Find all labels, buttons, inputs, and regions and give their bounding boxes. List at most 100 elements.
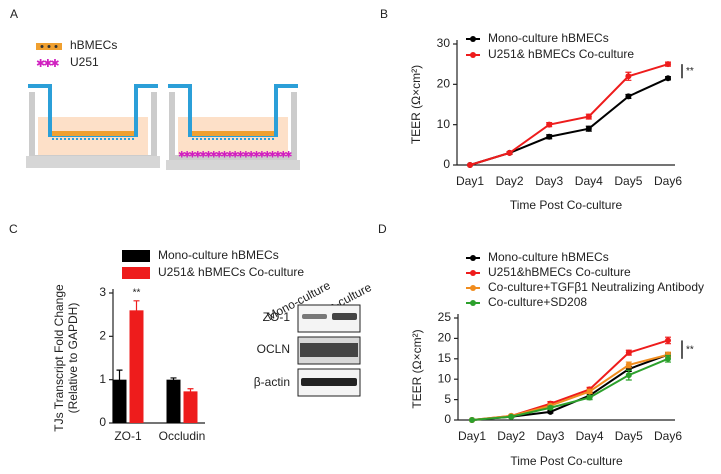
- panel-label: C: [9, 222, 18, 236]
- x-axis-label: Time Post Co-culture: [510, 198, 623, 212]
- legend-label: Co-culture+SD208: [488, 295, 587, 309]
- y-tick-label: 3: [99, 285, 106, 299]
- x-tick-label: Day6: [654, 429, 682, 443]
- bar: [183, 391, 198, 423]
- error-bar: [133, 300, 140, 321]
- error-bar: [116, 369, 123, 390]
- legend-marker: [470, 285, 476, 291]
- data-point: [547, 404, 554, 411]
- data-point: [586, 394, 593, 401]
- well-left: [26, 84, 160, 168]
- legend-label: U251&hBMECs Co-culture: [488, 265, 631, 279]
- data-point: [506, 149, 513, 156]
- x-tick-label: Day6: [654, 174, 682, 188]
- blot-row: β-actin: [254, 375, 290, 389]
- blot-row: ZO-1: [263, 310, 291, 324]
- y-axis-label: TJs Transcript Fold Change: [52, 284, 66, 432]
- legend-label: U251: [70, 55, 99, 69]
- x-tick-label: Occludin: [159, 429, 206, 443]
- legend-marker: [470, 52, 476, 58]
- legend-label: Co-culture+TGFβ1 Neutralizing Antibody: [488, 280, 704, 294]
- significance-label: **: [686, 344, 694, 355]
- y-axis-label: TEER (Ω×cm²): [410, 329, 424, 408]
- y-tick-label: 1: [99, 372, 106, 386]
- bar: [166, 379, 181, 423]
- series-line: [471, 353, 669, 421]
- bar: [129, 310, 144, 423]
- y-tick-label: 0: [444, 412, 451, 426]
- legend-swatch: [122, 267, 150, 279]
- x-tick-label: Day1: [458, 429, 486, 443]
- data-point: [508, 413, 515, 420]
- x-tick-label: Day2: [497, 429, 525, 443]
- star-icon: ✱✱✱: [36, 58, 59, 70]
- y-tick-label: 30: [437, 36, 451, 50]
- series-line: [471, 357, 669, 421]
- y-axis-label: (Relative to GAPDH): [66, 303, 80, 414]
- panel-label: D: [378, 222, 387, 236]
- legend-label: Mono-culture hBMECs: [488, 250, 609, 264]
- data-point: [665, 75, 671, 82]
- y-tick-label: 0: [443, 157, 450, 171]
- svg-text:✱✱✱✱✱✱✱✱✱✱✱✱✱✱✱✱✱✱✱✱✱: ✱✱✱✱✱✱✱✱✱✱✱✱✱✱✱✱✱✱✱✱✱: [178, 149, 292, 159]
- x-tick-label: Day4: [575, 174, 603, 188]
- blot-row: OCLN: [257, 342, 290, 356]
- x-tick-label: Day1: [456, 174, 484, 188]
- data-point: [625, 349, 632, 356]
- data-point: [665, 355, 671, 362]
- x-axis-label: Time Post Co-culture: [510, 454, 623, 468]
- data-point: [467, 162, 473, 168]
- x-tick-label: Day3: [536, 429, 564, 443]
- legend-label: Mono-culture hBMECs: [158, 248, 279, 262]
- y-tick-label: 10: [438, 371, 452, 385]
- data-point: [625, 73, 632, 80]
- x-tick-label: Day3: [535, 174, 563, 188]
- legend-swatch: [122, 250, 150, 262]
- data-point: [546, 121, 553, 128]
- series-line: [469, 63, 669, 166]
- transwell-diagram: hBMECs ✱✱✱ U251 ✱✱✱✱✱✱✱✱✱✱✱✱✱✱✱✱✱✱✱✱✱: [26, 38, 300, 170]
- legend-marker: [470, 255, 476, 261]
- data-point: [586, 388, 593, 395]
- data-point: [585, 125, 592, 132]
- data-point: [625, 93, 632, 100]
- y-tick-label: 20: [437, 77, 451, 91]
- legend-marker: [470, 270, 476, 276]
- y-tick-label: 5: [444, 392, 451, 406]
- legend-marker: [470, 36, 476, 42]
- y-tick-label: 2: [99, 329, 106, 343]
- legend-label: U251& hBMECs Co-culture: [158, 265, 304, 279]
- data-point: [665, 337, 671, 344]
- well-right: ✱✱✱✱✱✱✱✱✱✱✱✱✱✱✱✱✱✱✱✱✱: [166, 84, 300, 170]
- x-tick-label: Day4: [576, 429, 604, 443]
- data-point: [585, 113, 592, 120]
- data-point: [625, 361, 632, 368]
- x-tick-label: Day5: [615, 429, 643, 443]
- y-tick-label: 20: [438, 331, 452, 345]
- y-tick-label: 25: [438, 310, 452, 324]
- bar: [112, 379, 127, 423]
- x-tick-label: ZO-1: [114, 429, 142, 443]
- legend-label: U251& hBMECs Co-culture: [488, 47, 634, 61]
- western-blot: Mono-culture Co-culture ZO-1 OCLN β-acti…: [254, 278, 374, 397]
- panel-label: A: [10, 7, 18, 21]
- cell-dots: [40, 45, 58, 48]
- y-tick-label: 10: [437, 117, 451, 131]
- x-tick-label: Day5: [614, 174, 642, 188]
- x-tick-label: Day2: [496, 174, 524, 188]
- significance-label: **: [133, 287, 141, 298]
- data-point: [625, 372, 632, 379]
- series-line: [471, 339, 669, 421]
- legend-label: Mono-culture hBMECs: [488, 31, 609, 45]
- panel-label: B: [380, 7, 388, 21]
- data-point: [469, 417, 475, 423]
- legend-label: hBMECs: [70, 38, 117, 52]
- y-axis-label: TEER (Ω×cm²): [409, 65, 423, 144]
- error-bar: [170, 377, 177, 382]
- y-tick-label: 0: [99, 415, 106, 429]
- data-point: [665, 61, 671, 68]
- data-point: [546, 133, 553, 140]
- legend-marker: [470, 300, 476, 306]
- significance-label: **: [686, 66, 694, 77]
